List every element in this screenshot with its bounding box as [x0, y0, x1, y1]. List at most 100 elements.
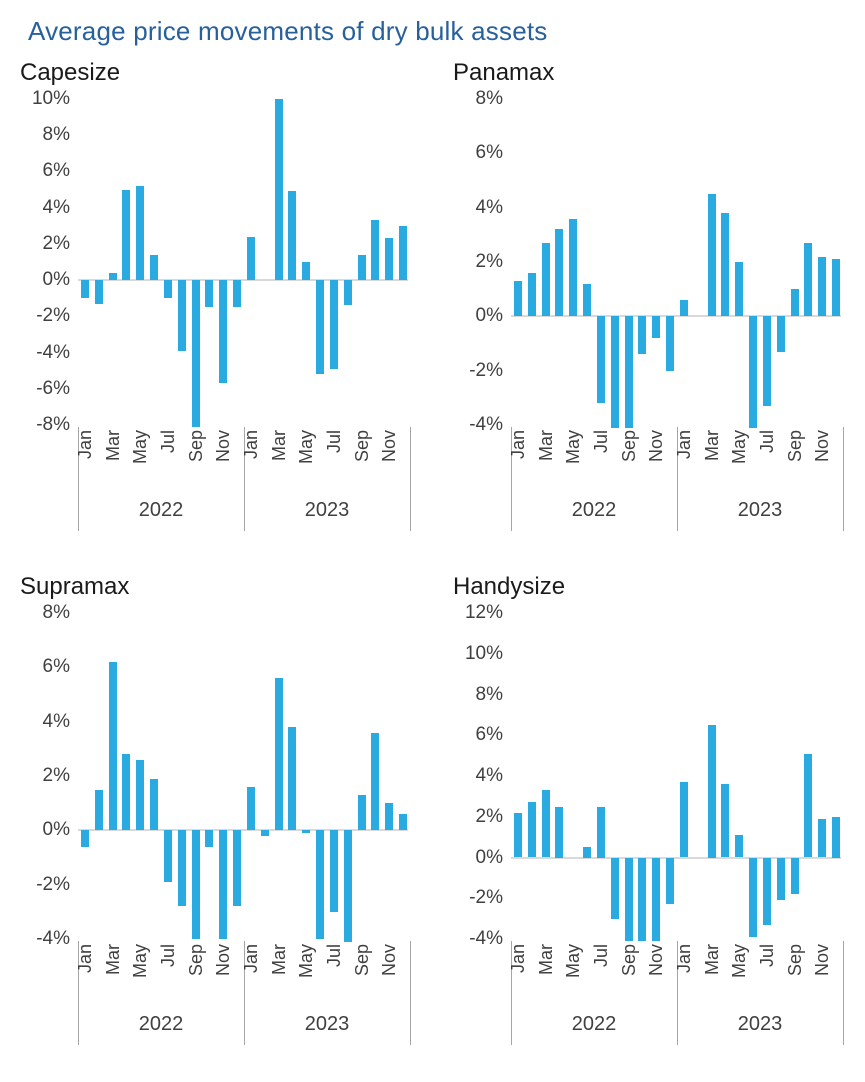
x-tick-label-month: Sep	[784, 944, 805, 977]
bar-panamax-2022-jun	[583, 283, 592, 317]
x-tick-label-month: Jul	[323, 944, 344, 968]
bar-panamax-2023-nov	[818, 256, 827, 317]
chart-supramax: Supramax 8% 6% 4% 2% 0% -2% -4% Jan Mar May Jul Se…	[20, 573, 416, 1057]
x-tick-label-month: Jan	[507, 944, 528, 974]
bar-handysize-2022-nov	[652, 857, 661, 942]
x-tick-label-month: Nov	[379, 430, 400, 463]
x-tick-label-month: Jul	[323, 430, 344, 454]
bar-panamax-2023-sep	[790, 289, 799, 317]
y-tick-label: 4%	[42, 710, 70, 732]
y-tick-label: 0%	[475, 846, 503, 868]
x-tick-label-month: Sep	[185, 430, 206, 463]
y-axis: 10% 8% 6% 4% 2% 0% -2% -4% -6% -8%	[20, 88, 78, 435]
y-tick-label: -6%	[36, 377, 70, 399]
bar-panamax-2022-jul	[596, 316, 605, 404]
y-tick-label: -2%	[469, 887, 503, 909]
bar-panamax-2023-aug	[776, 316, 785, 352]
y-tick-label: 8%	[42, 124, 70, 146]
y-tick-label: 6%	[42, 160, 70, 182]
year-separator-tick	[410, 941, 411, 1045]
x-tick-label-month: Nov	[213, 944, 234, 977]
bar-panamax-2022-apr	[555, 229, 564, 317]
bar-panamax-2023-dec	[832, 259, 841, 317]
plot-area	[511, 613, 843, 942]
zero-axis-line	[511, 315, 841, 318]
chart-panamax: Panamax 8% 6% 4% 2% 0% -2% -4% Jan Mar May Jul Sep…	[453, 59, 849, 543]
x-tick-label-month: Jan	[240, 430, 261, 460]
plot-area	[78, 613, 410, 942]
year-separator-tick	[677, 941, 678, 1045]
bar-capesize-2023-sep	[357, 254, 366, 281]
x-tick-label-month: Jan	[507, 430, 528, 460]
bar-handysize-2022-dec	[666, 857, 675, 905]
x-tick-label-month: Jul	[590, 430, 611, 454]
plot-area	[78, 99, 410, 427]
y-tick-label: 0%	[475, 305, 503, 327]
y-tick-label: 10%	[31, 88, 70, 109]
x-tick-label-month: May	[130, 430, 151, 465]
year-separator-tick	[244, 941, 245, 1045]
chart-body: 8% 6% 4% 2% 0% -2% -4%	[20, 602, 416, 949]
x-tick-label-month: Jan	[74, 430, 95, 460]
x-axis-year-label: 2023	[304, 499, 350, 521]
page: Average price movements of dry bulk asse…	[0, 16, 865, 1082]
bar-capesize-2022-apr	[122, 189, 131, 281]
year-separator-tick	[244, 427, 245, 531]
chart-handysize: Handysize 12% 10% 8% 6% 4% 2% 0% -2% -4% Jan Mar M…	[453, 573, 849, 1057]
bar-handysize-2023-aug	[776, 857, 785, 901]
bar-capesize-2023-may	[302, 262, 311, 281]
bar-panamax-2022-dec	[666, 316, 675, 371]
y-tick-label: -4%	[469, 414, 503, 435]
x-tick-label-month: May	[130, 944, 151, 979]
x-tick-label-month: Nov	[646, 430, 667, 463]
zero-axis-line	[511, 856, 841, 859]
bar-panamax-2023-jan	[679, 300, 688, 317]
y-tick-label: 12%	[464, 602, 503, 623]
bar-handysize-2023-jan	[679, 782, 688, 858]
x-tick-label-month: Jan	[673, 944, 694, 974]
chart-body: 10% 8% 6% 4% 2% 0% -2% -4% -6% -8%	[20, 88, 416, 435]
y-tick-label: -2%	[36, 873, 70, 895]
x-tick-label-month: Sep	[784, 430, 805, 463]
bar-handysize-2023-apr	[721, 784, 730, 858]
bar-capesize-2022-dec	[233, 280, 242, 308]
chart-body: 8% 6% 4% 2% 0% -2% -4%	[453, 88, 849, 435]
x-tick-label-month: Mar	[102, 430, 123, 461]
x-tick-label-month: Sep	[618, 944, 639, 977]
x-axis: Jan Mar May Jul Sep Nov 2022 Jan Mar May Jul Sep Nov…	[75, 939, 411, 1057]
x-tick-label-month: May	[729, 430, 750, 465]
bar-supramax-2023-oct	[371, 732, 380, 831]
x-tick-label-month: Jul	[590, 944, 611, 968]
x-tick-label-month: Nov	[379, 944, 400, 977]
bar-supramax-2023-aug	[343, 830, 352, 942]
x-tick-label-month: Jul	[157, 944, 178, 968]
x-tick-label-month: Mar	[701, 430, 722, 461]
bar-panamax-2023-jun	[749, 316, 758, 428]
bar-panamax-2023-jul	[762, 316, 771, 406]
bar-supramax-2023-jan	[246, 786, 255, 831]
bar-handysize-2023-oct	[804, 753, 813, 858]
bar-panamax-2023-apr	[721, 213, 730, 317]
bar-supramax-2022-jan	[80, 830, 89, 847]
bar-handysize-2022-apr	[555, 806, 564, 858]
bar-supramax-2022-jun	[150, 778, 159, 831]
y-axis: 8% 6% 4% 2% 0% -2% -4%	[453, 88, 511, 435]
y-tick-label: 4%	[42, 196, 70, 218]
y-tick-label: -2%	[469, 359, 503, 381]
bar-capesize-2023-jan	[246, 236, 255, 281]
y-tick-label: 6%	[475, 724, 503, 746]
x-tick-label-month: Mar	[701, 944, 722, 975]
y-tick-label: 6%	[42, 656, 70, 678]
x-tick-label-month: Mar	[535, 430, 556, 461]
bar-capesize-2023-jun	[316, 280, 325, 375]
y-tick-label: 8%	[475, 88, 503, 109]
bar-handysize-2023-may	[735, 835, 744, 858]
x-axis-year-label: 2023	[737, 1013, 783, 1035]
x-axis: Jan Mar May Jul Sep Nov 2022 Jan Mar May Jul Sep Nov…	[507, 939, 844, 1057]
bar-supramax-2022-jul	[163, 830, 172, 882]
bar-supramax-2023-apr	[288, 727, 297, 831]
bar-capesize-2022-jul	[163, 280, 172, 299]
x-axis: Jan Mar May Jul Sep Nov 2022 Jan Mar May Jul Sep Nov…	[507, 425, 844, 543]
y-tick-label: -4%	[469, 928, 503, 949]
bar-handysize-2023-jul	[762, 857, 771, 925]
